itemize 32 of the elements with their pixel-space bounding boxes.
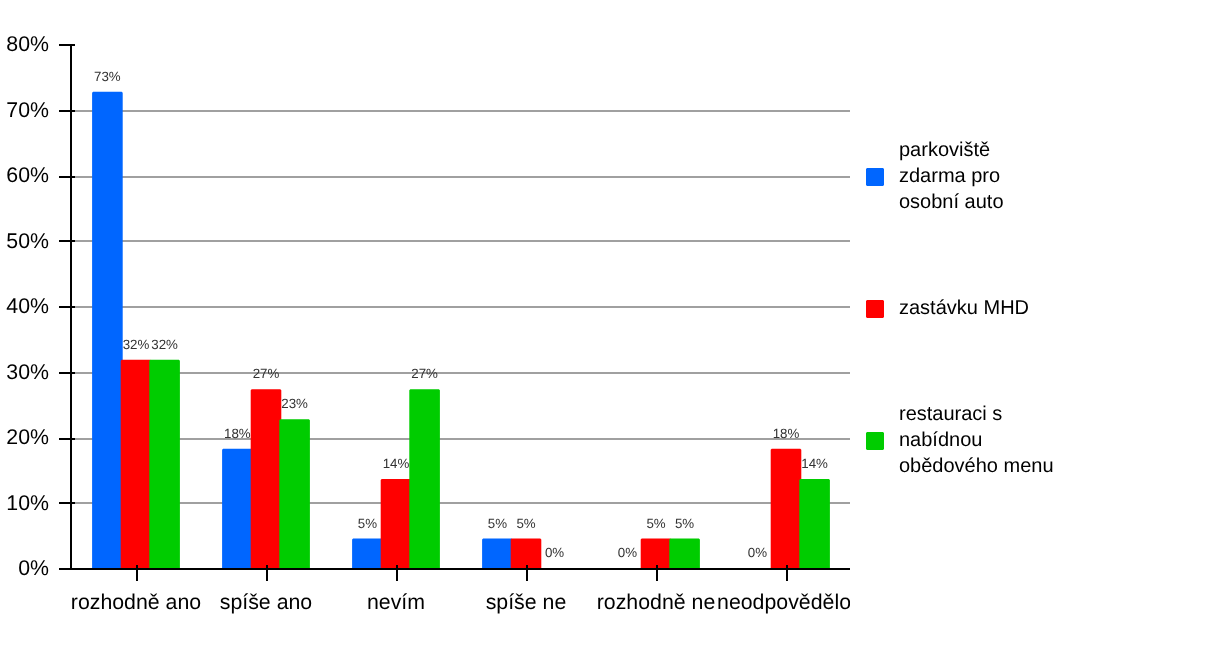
bar <box>279 419 310 569</box>
bar <box>149 359 180 569</box>
bar <box>770 448 802 569</box>
x-tick-label: rozhodně ano <box>70 591 202 615</box>
x-tick-label: nevím <box>366 591 426 615</box>
bar <box>92 91 123 569</box>
bar <box>120 359 152 569</box>
bar <box>409 389 440 569</box>
bar <box>669 538 700 569</box>
bar <box>510 538 542 569</box>
y-tick-label: 60% <box>6 164 51 188</box>
x-tick-label: spíše ne <box>485 591 567 615</box>
bar <box>250 389 282 569</box>
bar <box>380 478 412 569</box>
y-tick-label: 30% <box>6 360 51 385</box>
x-tick-label: rozhodně ne <box>596 591 716 615</box>
y-tick-label: 10% <box>6 491 51 516</box>
bar <box>352 538 383 569</box>
bar <box>482 538 513 569</box>
x-tick-label: neodpovědělo <box>717 591 852 615</box>
y-tick-label: 70% <box>6 98 51 123</box>
y-tick-label: 0% <box>18 557 51 581</box>
y-tick-label: 20% <box>6 426 51 450</box>
x-tick-label: spíše ano <box>219 591 313 615</box>
legend-label: zastávku MHD <box>899 298 1030 320</box>
legend-label: parkoviště zdarma pro osobní auto <box>899 139 1005 215</box>
bar <box>799 478 830 569</box>
y-tick-label: 50% <box>6 229 51 254</box>
y-tick-label: 40% <box>6 295 51 319</box>
y-tick-label: 80% <box>6 33 51 57</box>
legend-label: restauraci s nabídnou obědového menu <box>899 403 1054 479</box>
bar <box>222 448 253 569</box>
